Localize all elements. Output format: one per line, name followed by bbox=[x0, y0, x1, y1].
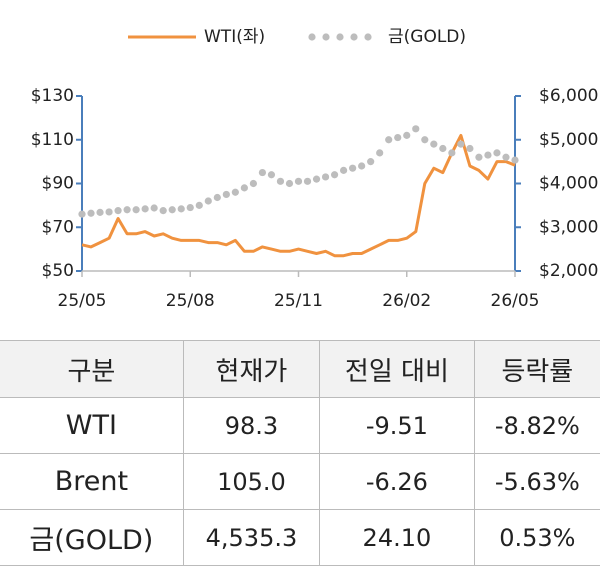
gold-dot bbox=[150, 204, 158, 212]
gold-dot bbox=[186, 203, 194, 212]
table-cell: 현재가 bbox=[182, 340, 320, 398]
x-tick-label: 26/05 bbox=[491, 291, 540, 311]
gold-dot bbox=[376, 149, 384, 157]
legend-label: WTI(좌) bbox=[204, 27, 265, 47]
gold-dot bbox=[340, 166, 348, 174]
gold-dot bbox=[475, 153, 483, 161]
x-tick-label: 25/11 bbox=[274, 291, 323, 311]
table-cell: 금(GOLD) bbox=[0, 509, 184, 566]
table-cell: -6.26 bbox=[319, 453, 475, 510]
gold-dot bbox=[511, 156, 519, 164]
gold-dot bbox=[430, 140, 438, 148]
gold-dot bbox=[421, 136, 429, 144]
x-tick-label: 25/05 bbox=[58, 291, 107, 311]
gold-dot bbox=[349, 164, 357, 172]
gold-dot bbox=[367, 158, 375, 166]
gold-dot bbox=[87, 209, 95, 217]
y-tick-label: $70 bbox=[42, 217, 74, 237]
gold-dot bbox=[123, 206, 131, 214]
gold-dot bbox=[493, 149, 501, 157]
gold-dot bbox=[312, 175, 321, 183]
gold-dot bbox=[240, 184, 248, 192]
table-row: WTI 98.3 -9.51 -8.82% bbox=[0, 397, 600, 454]
gold-dot bbox=[502, 153, 510, 161]
table-cell: 24.10 bbox=[319, 509, 475, 566]
gold-dot bbox=[258, 168, 267, 177]
y2-tick-label: $4,000 bbox=[539, 174, 598, 194]
chart: $50 $70 $90 $110 $130 $2,000 $3,000 $4,000 $5,00… bbox=[31, 27, 599, 311]
gold-dot bbox=[412, 125, 420, 133]
gold-dot bbox=[159, 207, 167, 215]
table-cell: 98.3 bbox=[182, 397, 320, 454]
gold-dot bbox=[358, 162, 366, 170]
gold-dot bbox=[294, 177, 303, 185]
legend-swatch-dot bbox=[364, 33, 372, 41]
y2-tick-label: $3,000 bbox=[539, 217, 598, 237]
legend-swatch-dot bbox=[336, 33, 344, 41]
table-cell: 전일 대비 bbox=[319, 340, 475, 398]
gold-dot bbox=[457, 140, 465, 148]
gold-dot bbox=[114, 207, 122, 215]
gold-dot bbox=[141, 205, 149, 213]
gold-dot bbox=[168, 206, 176, 214]
table-row: 금(GOLD) 4,535.3 24.10 0.53% bbox=[0, 509, 600, 566]
table-cell: -9.51 bbox=[319, 397, 475, 454]
table-row: 구분 현재가 전일 대비 등락률 bbox=[0, 340, 600, 398]
table-cell: WTI bbox=[0, 397, 184, 454]
gold-dot bbox=[222, 190, 230, 199]
gold-dot bbox=[385, 136, 393, 144]
gold-dot bbox=[177, 205, 185, 213]
gold-dot bbox=[105, 208, 113, 216]
y2-tick-label: $5,000 bbox=[539, 130, 598, 150]
legend-swatch-dot bbox=[350, 33, 358, 41]
legend-swatch-dot bbox=[308, 33, 316, 41]
gold-dot bbox=[321, 173, 330, 181]
table-cell: -8.82% bbox=[473, 397, 600, 454]
table-cell: -5.63% bbox=[473, 453, 600, 510]
x-tick-label: 26/02 bbox=[382, 291, 431, 311]
gold-dot bbox=[285, 179, 294, 188]
legend-label: 금(GOLD) bbox=[388, 27, 466, 47]
table-cell: 구분 bbox=[0, 340, 184, 398]
x-tick-label: 25/08 bbox=[166, 291, 215, 311]
gold-dot bbox=[439, 144, 447, 153]
table-cell: 105.0 bbox=[182, 453, 320, 510]
gold-dot bbox=[195, 201, 203, 209]
table-cell: 4,535.3 bbox=[182, 509, 320, 566]
y2-tick-label: $2,000 bbox=[539, 261, 598, 281]
gold-dot bbox=[448, 149, 456, 157]
legend-swatch-dot bbox=[322, 33, 330, 41]
gold-dot bbox=[466, 144, 474, 153]
y-tick-label: $50 bbox=[42, 261, 74, 281]
gold-dot bbox=[403, 131, 411, 139]
y-tick-label: $110 bbox=[31, 130, 74, 150]
y-tick-label: $90 bbox=[42, 174, 74, 194]
gold-dot bbox=[276, 177, 285, 185]
gold-dot bbox=[132, 206, 140, 214]
table-cell: Brent bbox=[0, 453, 184, 510]
wti-line bbox=[81, 133, 516, 258]
gold-dot bbox=[267, 171, 276, 179]
gold-dot bbox=[204, 197, 212, 205]
y2-tick-label: $6,000 bbox=[539, 86, 598, 106]
table-cell: 0.53% bbox=[473, 509, 600, 566]
y-tick-label: $130 bbox=[31, 86, 74, 106]
table-cell: 등락률 bbox=[473, 340, 600, 398]
price-table: 구분 현재가 전일 대비 등락률 WTI 98.3 -9.51 -8.82% Brent 105.… bbox=[0, 340, 600, 566]
gold-dot bbox=[484, 151, 492, 159]
gold-dot bbox=[96, 208, 104, 216]
gold-dot bbox=[78, 210, 86, 218]
table-row: Brent 105.0 -6.26 -5.63% bbox=[0, 453, 600, 510]
gold-dot bbox=[249, 179, 257, 188]
gold-dot bbox=[303, 177, 312, 185]
gold-dot bbox=[213, 193, 221, 202]
gold-dot bbox=[231, 188, 239, 196]
gold-dot bbox=[330, 171, 339, 179]
gold-dot bbox=[394, 133, 402, 142]
